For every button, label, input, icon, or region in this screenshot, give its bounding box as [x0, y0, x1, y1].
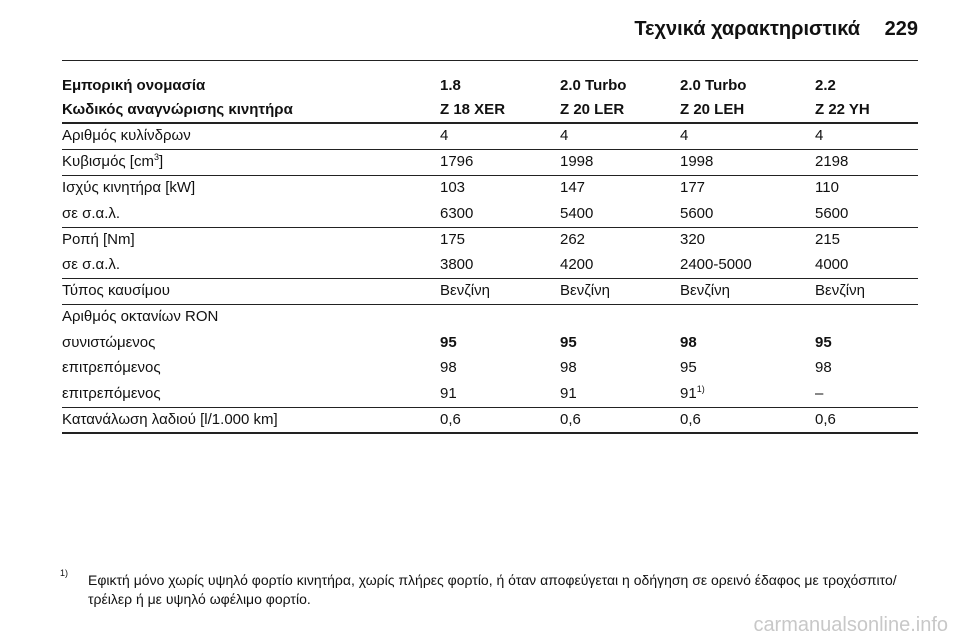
table-rule [62, 149, 918, 150]
row-label: Ροπή [Nm] [62, 230, 135, 248]
row-cell: – [815, 384, 824, 402]
superscript: 1) [696, 383, 705, 394]
header-cell: Z 20 LEH [680, 101, 745, 118]
row-cell: 2198 [815, 153, 849, 170]
row-label: συνιστώμενος [62, 333, 156, 351]
row-cell: 0,6 [440, 410, 461, 428]
row-cell: 95 [680, 359, 697, 376]
row-cell: 103 [440, 179, 466, 196]
header-cell: Εμπορική ονομασία [62, 77, 206, 94]
row-cell: 110 [815, 179, 839, 196]
row-cell: 3800 [440, 256, 474, 273]
footnote-marker: 1) [60, 568, 69, 578]
header-cell: Z 22 YH [815, 101, 870, 118]
row-cell: 262 [560, 230, 586, 248]
header-rule [62, 60, 918, 61]
row-cell: 95 [560, 333, 577, 351]
page-title: Τεχνικά χαρακτηριστικά [634, 18, 860, 40]
row-cell: 320 [680, 230, 706, 248]
row-cell: 911) [680, 383, 705, 403]
row-cell: 2400-5000 [680, 256, 752, 273]
header-cell: 2.0 Turbo [680, 77, 747, 94]
header-cell: Z 18 XER [440, 101, 506, 118]
row-cell: 215 [815, 230, 841, 248]
table-rule [62, 431, 918, 434]
row-cell: 98 [815, 359, 832, 376]
row-cell: 95 [815, 333, 832, 351]
row-cell: 4200 [560, 256, 594, 273]
row-cell: 5400 [560, 204, 594, 222]
row-cell: 4 [815, 127, 824, 144]
row-label: Τύπος καυσίμου [62, 282, 170, 299]
row-cell: Βενζίνη [560, 282, 610, 299]
table-rule [62, 278, 918, 279]
row-cell: 175 [440, 230, 466, 248]
header-cell: 1.8 [440, 77, 461, 94]
page-number: 229 [884, 18, 918, 40]
header-cell: Z 20 LER [560, 101, 625, 118]
header-cell: Κωδικός αναγνώρισης κινητήρα [62, 101, 293, 118]
row-cell: 98 [560, 359, 577, 376]
row-cell: 0,6 [680, 410, 701, 428]
row-cell: 5600 [815, 204, 849, 222]
row-cell: 5600 [680, 204, 714, 222]
table-rule [62, 406, 918, 408]
row-cell: 91 [440, 384, 457, 402]
row-cell: 147 [560, 179, 586, 196]
header-cell: 2.0 Turbo [560, 77, 627, 94]
row-cell: Βενζίνη [680, 282, 730, 299]
row-cell: 1998 [560, 153, 594, 170]
watermark: carmanualsonline.info [753, 614, 948, 636]
table-rule [62, 175, 918, 176]
row-cell: 95 [440, 333, 457, 351]
table-rule [62, 304, 918, 305]
row-label: Αριθμός οκτανίων RON [62, 308, 219, 325]
row-label: Κατανάλωση λαδιού [l/1.000 km] [62, 410, 278, 428]
row-cell: 0,6 [560, 410, 581, 428]
text: 91 [680, 384, 697, 402]
row-label: επιτρεπόμενος [62, 359, 161, 376]
footnote: Εφικτή μόνο χωρίς υψηλό φορτίο κινητήρα,… [88, 572, 897, 607]
row-label: επιτρεπόμενος [62, 384, 161, 402]
row-cell: 4 [680, 127, 689, 144]
row-label: σε σ.α.λ. [62, 256, 121, 273]
row-cell: 98 [680, 333, 697, 351]
row-cell: 6300 [440, 204, 474, 222]
text: Κυβισμός [cm [62, 153, 154, 170]
row-cell: 4 [440, 127, 449, 144]
row-cell: 4000 [815, 256, 849, 273]
row-cell: 91 [560, 384, 577, 402]
header-cell: 2.2 [815, 77, 836, 94]
row-cell: 177 [680, 179, 706, 196]
row-cell: 4 [560, 127, 569, 144]
row-cell: Βενζίνη [440, 282, 490, 299]
row-cell: 1796 [440, 153, 474, 170]
text: ] [159, 153, 164, 170]
row-label: Ισχύς κινητήρα [kW] [62, 179, 196, 196]
row-label: Αριθμός κυλίνδρων [62, 127, 191, 144]
row-cell: 0,6 [815, 410, 836, 428]
row-label: σε σ.α.λ. [62, 204, 121, 222]
table-rule [62, 226, 918, 228]
row-label: Κυβισμός [cm3] [62, 153, 163, 171]
table-rule [62, 122, 918, 124]
superscript: 3 [153, 152, 159, 162]
row-cell: 1998 [680, 153, 714, 170]
row-cell: 98 [440, 359, 457, 376]
row-cell: Βενζίνη [815, 282, 865, 299]
